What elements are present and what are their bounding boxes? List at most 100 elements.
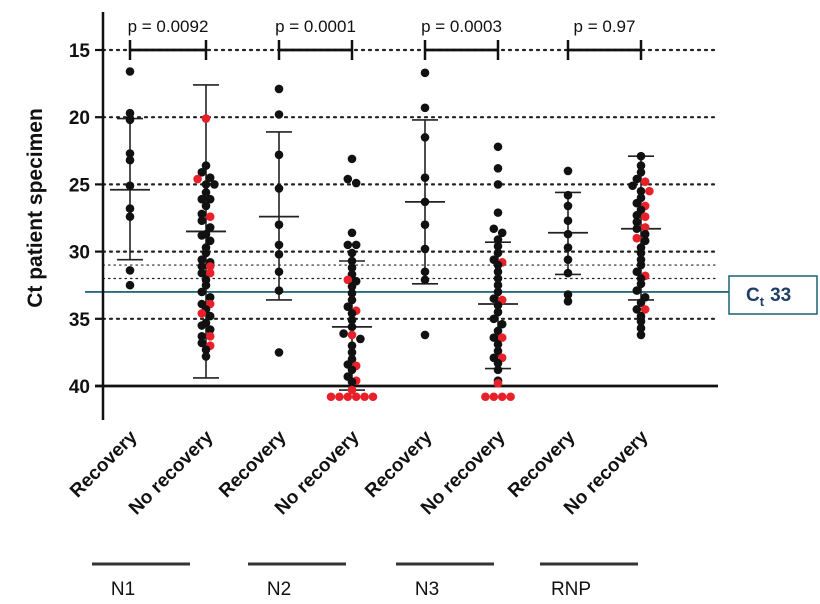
data-point	[201, 248, 211, 258]
data-point	[632, 198, 642, 208]
data-point	[420, 330, 430, 340]
data-point	[563, 201, 573, 211]
data-point	[125, 155, 135, 165]
data-point	[125, 149, 135, 158]
data-point	[563, 290, 573, 299]
data-point	[497, 319, 507, 329]
data-point	[420, 244, 430, 254]
data-point	[201, 161, 211, 170]
data-point	[343, 240, 353, 250]
data-point	[125, 108, 135, 118]
data-point	[205, 223, 215, 232]
data-points	[125, 67, 654, 402]
p-value-label: p = 0.97	[574, 17, 636, 36]
data-point	[197, 255, 207, 264]
y-tick-label: 20	[69, 108, 90, 129]
data-point	[632, 174, 642, 184]
data-point	[563, 216, 573, 225]
data-point	[493, 358, 503, 368]
data-point	[347, 256, 357, 266]
ref-label-main: C	[746, 285, 760, 306]
data-point	[347, 263, 357, 273]
data-point	[636, 260, 646, 270]
x-category-label: Recovery	[504, 426, 580, 502]
data-point-not-detected	[205, 262, 215, 271]
data-point	[636, 298, 646, 307]
data-point	[636, 186, 646, 196]
data-point	[489, 333, 499, 342]
data-point	[125, 181, 135, 191]
data-point	[205, 236, 215, 246]
data-point	[493, 235, 503, 244]
data-point	[274, 249, 284, 259]
data-point	[493, 208, 503, 217]
data-point	[197, 287, 207, 297]
data-point	[493, 142, 503, 152]
data-point	[493, 241, 503, 251]
data-point	[125, 204, 135, 213]
data-point	[493, 248, 503, 258]
data-point	[125, 67, 135, 76]
data-point	[563, 255, 573, 264]
data-point	[347, 248, 357, 258]
data-point	[347, 377, 357, 387]
data-point	[497, 228, 507, 238]
data-point	[563, 166, 573, 176]
data-point	[347, 322, 357, 332]
data-point	[197, 194, 207, 204]
data-point	[420, 275, 430, 285]
reference-label-box: Ct 33	[728, 275, 818, 315]
data-point-not-detected	[497, 333, 507, 342]
data-point	[347, 228, 357, 238]
data-point-not-detected	[481, 392, 490, 402]
gridlines	[101, 48, 720, 320]
data-point	[636, 151, 646, 161]
data-point	[563, 243, 573, 252]
data-point-not-detected	[506, 392, 515, 402]
data-point	[493, 307, 503, 317]
data-point	[636, 330, 646, 340]
data-point	[274, 240, 284, 250]
data-point	[197, 321, 207, 330]
data-point-not-detected	[632, 233, 642, 243]
data-point	[201, 201, 211, 211]
data-point	[347, 288, 357, 298]
data-point	[640, 229, 650, 239]
data-point	[489, 294, 499, 303]
data-point	[632, 305, 642, 314]
data-point-not-detected	[193, 174, 202, 184]
data-point	[125, 115, 135, 125]
data-point	[197, 331, 207, 341]
data-point	[351, 240, 361, 250]
data-point	[197, 338, 207, 348]
y-ticks: 15 20 25 30 35 40	[69, 41, 103, 398]
data-point-not-detected	[640, 223, 650, 232]
data-point	[125, 266, 135, 275]
data-point	[201, 352, 211, 361]
y-tick-label: 15	[69, 41, 91, 62]
data-point	[347, 309, 357, 318]
data-point-not-detected	[347, 385, 357, 395]
data-point	[563, 229, 573, 239]
data-point-not-detected	[497, 392, 507, 402]
data-point-not-detected	[201, 114, 211, 123]
data-point	[493, 326, 503, 336]
p-value-brackets: p = 0.0092 p = 0.0001 p = 0.0003 p = 0.97	[128, 17, 643, 60]
p-value-label: p = 0.0092	[128, 17, 209, 36]
data-point-not-detected	[489, 392, 499, 402]
group-label: N1	[111, 579, 135, 600]
data-point-not-detected	[205, 212, 215, 221]
data-point	[493, 274, 503, 283]
p-value-label: p = 0.0001	[275, 17, 356, 36]
data-point	[420, 133, 430, 142]
data-point	[493, 260, 503, 270]
group-label: N2	[267, 579, 291, 600]
data-point	[493, 301, 503, 310]
data-point	[563, 297, 573, 306]
data-point	[493, 280, 503, 290]
data-point	[493, 163, 503, 173]
data-point-not-detected	[343, 392, 353, 402]
data-point	[347, 282, 357, 291]
data-point	[489, 224, 499, 234]
